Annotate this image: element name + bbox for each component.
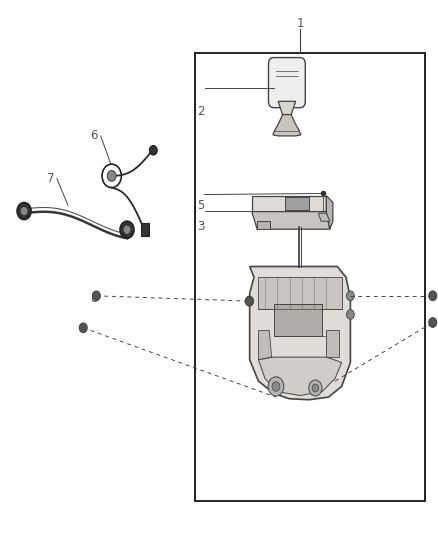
Bar (141, 223, 149, 236)
Polygon shape (252, 212, 330, 229)
Circle shape (124, 226, 130, 233)
Circle shape (346, 291, 354, 301)
Circle shape (429, 318, 437, 327)
Circle shape (346, 310, 354, 319)
Circle shape (312, 384, 319, 392)
Text: 7: 7 (46, 172, 54, 185)
Circle shape (268, 377, 284, 396)
Circle shape (79, 323, 87, 333)
Circle shape (309, 380, 322, 396)
Bar (258, 277, 342, 309)
Bar (195, 53, 425, 501)
Circle shape (120, 221, 134, 238)
Polygon shape (278, 101, 296, 115)
Polygon shape (326, 196, 333, 229)
Polygon shape (252, 196, 326, 212)
Circle shape (21, 207, 27, 215)
Text: 8: 8 (91, 292, 98, 305)
Circle shape (272, 382, 280, 391)
Text: 2: 2 (197, 106, 205, 118)
FancyBboxPatch shape (268, 58, 305, 108)
Text: 6: 6 (90, 130, 98, 142)
Polygon shape (318, 213, 330, 221)
Polygon shape (258, 357, 342, 395)
Circle shape (246, 296, 254, 306)
Polygon shape (273, 115, 301, 136)
Text: 3: 3 (197, 220, 204, 233)
Circle shape (107, 171, 116, 181)
Text: 5: 5 (197, 199, 204, 212)
Circle shape (92, 291, 100, 301)
Circle shape (245, 296, 253, 306)
Circle shape (429, 291, 437, 301)
Polygon shape (250, 266, 350, 400)
Circle shape (17, 203, 31, 220)
Circle shape (149, 146, 157, 155)
Polygon shape (258, 330, 272, 360)
Polygon shape (285, 197, 309, 210)
FancyBboxPatch shape (257, 221, 270, 229)
Text: 1: 1 (296, 18, 304, 30)
Bar (274, 304, 322, 336)
Polygon shape (326, 330, 339, 357)
